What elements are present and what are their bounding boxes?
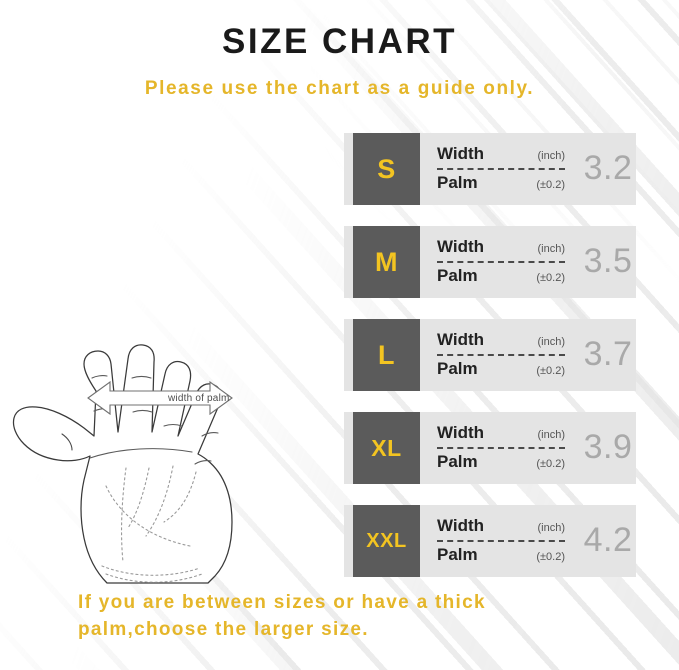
- palm-tolerance: (±0.2): [536, 364, 565, 377]
- spec-block: Width (inch) Palm (±0.2): [420, 319, 565, 391]
- palm-label: Palm: [437, 265, 478, 285]
- page-subtitle: Please use the chart as a guide only.: [144, 78, 535, 99]
- size-badge: M: [353, 226, 420, 298]
- palm-tolerance: (±0.2): [536, 178, 565, 191]
- size-value: 3.9: [583, 427, 633, 466]
- width-label: Width: [437, 143, 485, 163]
- size-badge: XXL: [353, 505, 420, 577]
- palm-tolerance: (±0.2): [536, 550, 565, 563]
- width-unit: (inch): [537, 428, 565, 441]
- size-value: 3.7: [583, 334, 633, 373]
- footer-note: If you are between sizes or have a thick…: [78, 592, 486, 640]
- width-label: Width: [437, 329, 485, 349]
- size-value: 3.2: [583, 148, 633, 187]
- open-hand-palm-icon: [12, 344, 233, 584]
- palm-label: Palm: [437, 358, 478, 378]
- palm-width-label: width of palm: [168, 393, 230, 404]
- palm-label: Palm: [437, 544, 478, 564]
- spec-divider: [437, 353, 565, 356]
- width-label: Width: [437, 515, 485, 535]
- spec-divider: [437, 260, 565, 263]
- width-unit: (inch): [537, 521, 565, 534]
- size-badge: XL: [353, 412, 420, 484]
- size-table: S Width (inch) Palm (±0.2) 3.2 M: [344, 133, 636, 577]
- width-label: Width: [437, 236, 485, 256]
- spec-block: Width (inch) Palm (±0.2): [420, 412, 565, 484]
- page-title: SIZE CHART: [222, 22, 457, 61]
- palm-label: Palm: [437, 451, 478, 471]
- width-unit: (inch): [537, 149, 565, 162]
- spec-block: Width (inch) Palm (±0.2): [420, 505, 565, 577]
- spec-block: Width (inch) Palm (±0.2): [420, 226, 565, 298]
- palm-tolerance: (±0.2): [536, 457, 565, 470]
- table-row[interactable]: M Width (inch) Palm (±0.2) 3.5: [344, 226, 636, 298]
- spec-block: Width (inch) Palm (±0.2): [420, 133, 565, 205]
- table-row[interactable]: XXL Width (inch) Palm (±0.2) 4.2: [344, 505, 636, 577]
- size-badge: L: [353, 319, 420, 391]
- size-badge: S: [353, 133, 420, 205]
- width-label: Width: [437, 422, 485, 442]
- width-unit: (inch): [537, 242, 565, 255]
- size-value: 3.5: [583, 241, 633, 280]
- spec-divider: [437, 539, 565, 542]
- width-unit: (inch): [537, 335, 565, 348]
- size-value: 4.2: [583, 520, 633, 559]
- table-row[interactable]: L Width (inch) Palm (±0.2) 3.7: [344, 319, 636, 391]
- hand-diagram: [10, 186, 350, 586]
- table-row[interactable]: S Width (inch) Palm (±0.2) 3.2: [344, 133, 636, 205]
- spec-divider: [437, 446, 565, 449]
- table-row[interactable]: XL Width (inch) Palm (±0.2) 3.9: [344, 412, 636, 484]
- palm-label: Palm: [437, 172, 478, 192]
- spec-divider: [437, 167, 565, 170]
- palm-tolerance: (±0.2): [536, 271, 565, 284]
